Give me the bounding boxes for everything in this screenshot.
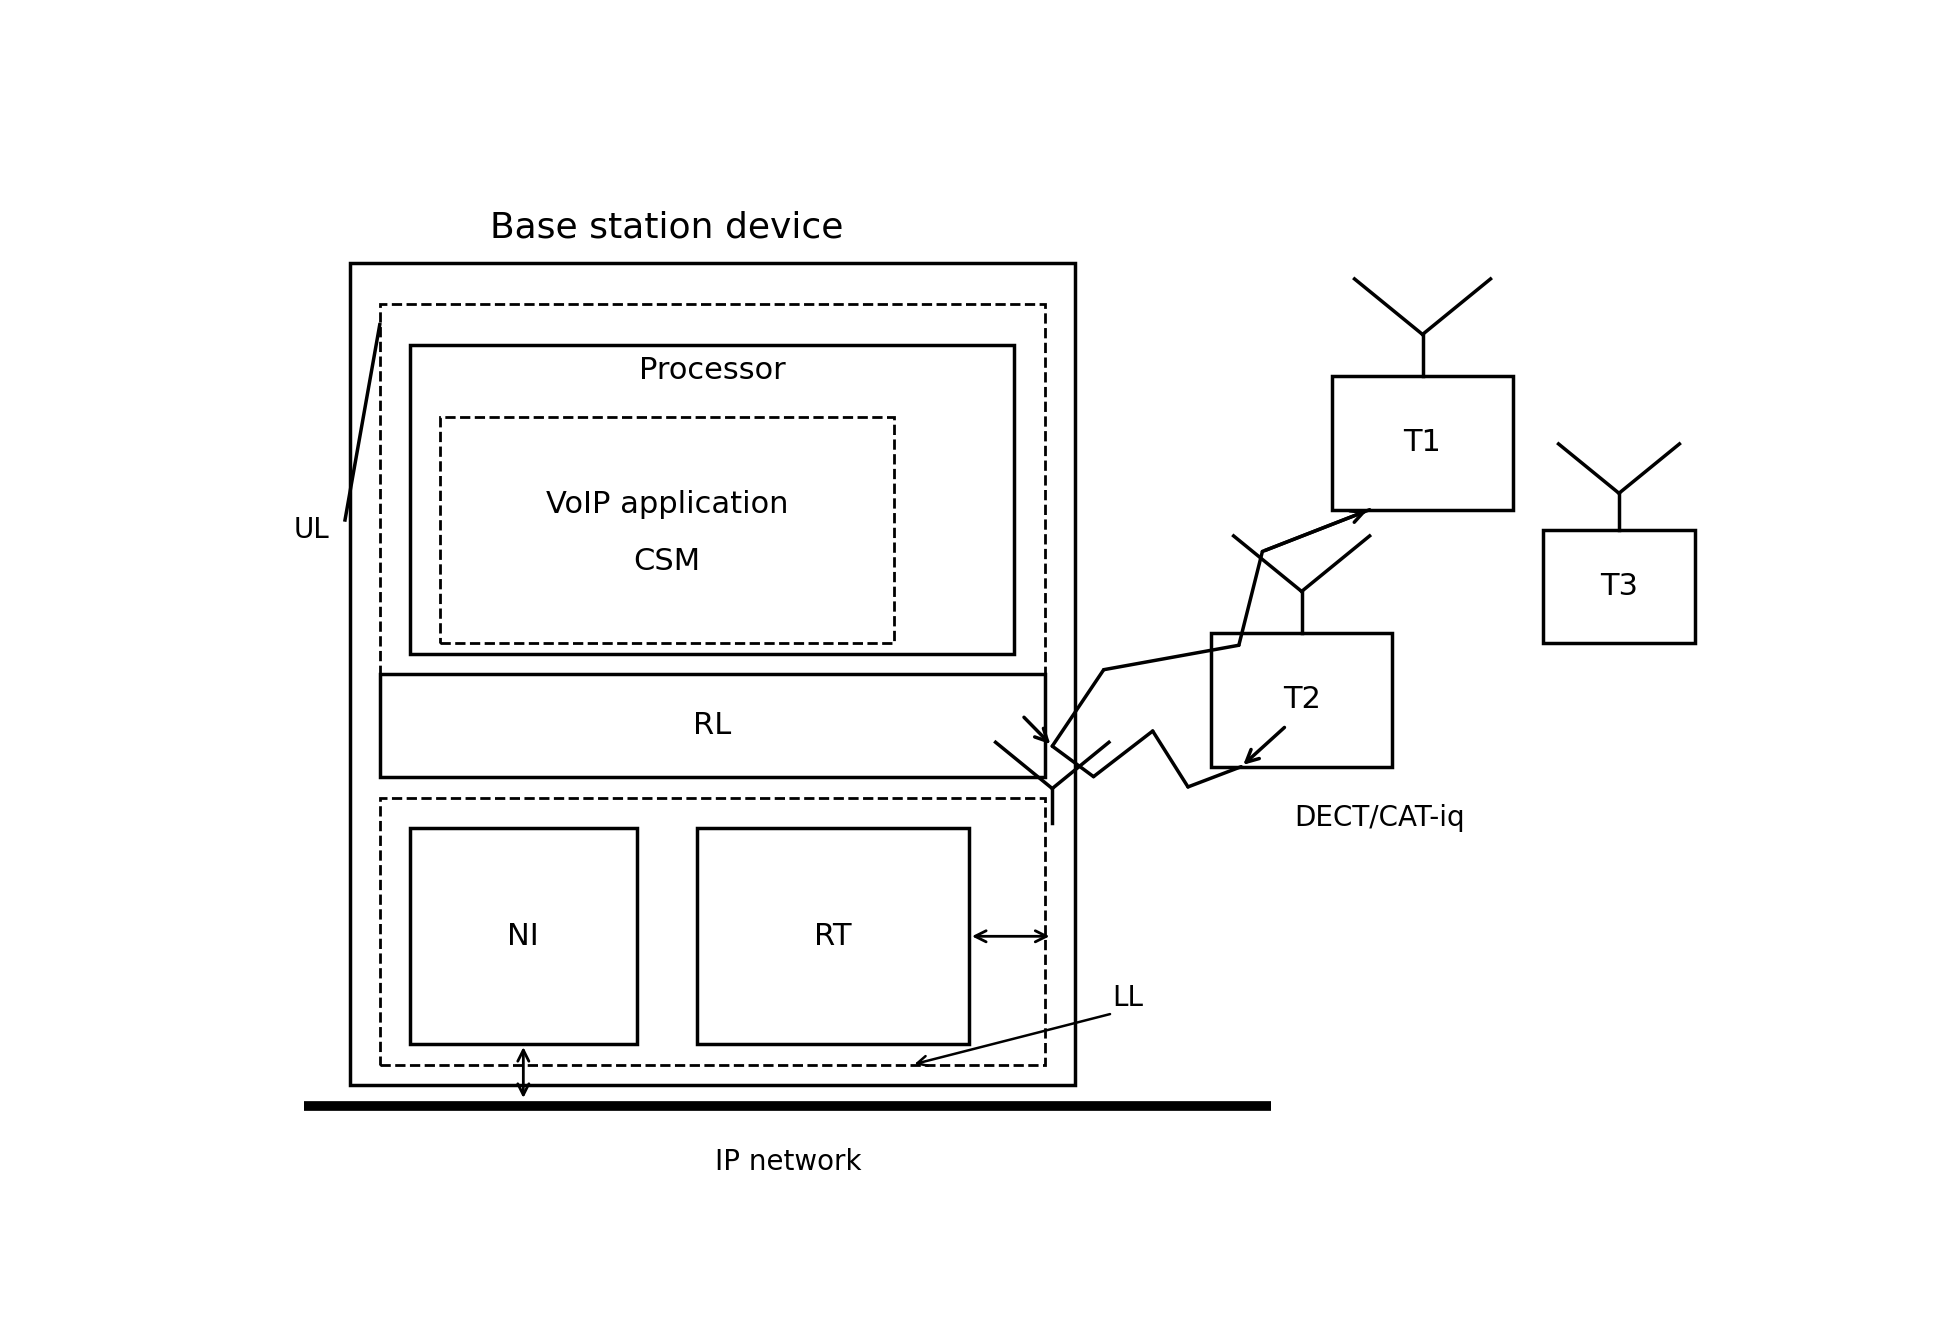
Text: DECT/CAT-iq: DECT/CAT-iq — [1295, 804, 1464, 832]
Bar — [380, 797, 1045, 1065]
Bar — [380, 674, 1045, 777]
Text: T2: T2 — [1283, 685, 1320, 714]
Bar — [410, 828, 636, 1044]
Text: LL: LL — [1113, 984, 1145, 1012]
Bar — [1332, 376, 1513, 510]
Text: NI: NI — [507, 921, 540, 951]
Text: VoIP application: VoIP application — [546, 490, 788, 519]
Bar — [349, 263, 1074, 1085]
Bar — [1544, 530, 1695, 643]
Bar — [441, 417, 893, 643]
Bar — [410, 346, 1014, 654]
Bar — [698, 828, 969, 1044]
Text: IP network: IP network — [714, 1148, 862, 1176]
Text: RL: RL — [692, 712, 731, 740]
Text: T1: T1 — [1404, 429, 1441, 458]
Bar — [1211, 633, 1392, 766]
Text: Processor: Processor — [640, 356, 786, 386]
Bar — [380, 304, 1045, 777]
Text: CSM: CSM — [634, 546, 700, 575]
Text: UL: UL — [294, 517, 330, 545]
Text: RT: RT — [815, 921, 852, 951]
Text: T3: T3 — [1601, 573, 1638, 601]
Text: Base station device: Base station device — [489, 210, 844, 244]
